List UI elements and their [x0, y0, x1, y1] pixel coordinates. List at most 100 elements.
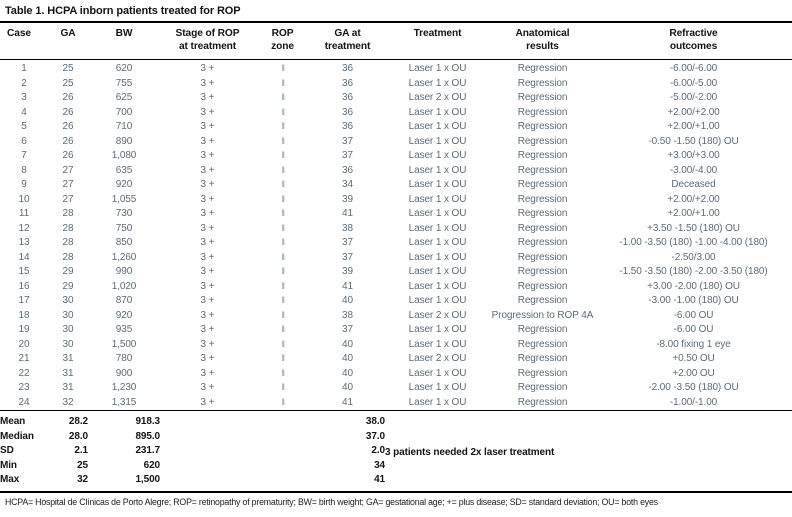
cell-case: 18: [18, 309, 30, 321]
summary-label: Min: [0, 459, 17, 471]
table-row: 16 29 1,020 3 + II 41 Laser 1 x OU Regression +3…: [0, 280, 792, 295]
cell-ga-at-treatment: 39: [342, 266, 353, 277]
cell-anatomical-results: Regression: [517, 121, 568, 132]
cell-ga-at-treatment: 34: [342, 179, 353, 190]
header-label: Refractive: [669, 28, 718, 39]
table-row: 11 28 730 3 + II 41 Laser 1 x OU Regression +2.0…: [0, 207, 792, 222]
cell-anatomical-results: Regression: [517, 222, 568, 234]
cell-stage: 3 +: [200, 280, 215, 292]
cell-case: 4: [21, 106, 27, 118]
cell-ga-at-treatment: 36: [342, 164, 353, 176]
cell-stage: 3 +: [200, 106, 215, 118]
cell-ga-at-treatment: 37: [342, 251, 353, 263]
cell-ga: 27: [62, 164, 74, 176]
cell-ga-at-treatment: 40: [342, 382, 353, 393]
cell-treatment: Laser 1 x OU: [408, 266, 467, 277]
table-row: 4 26 700 3 + II 36 Laser 1 x OU Regression +2.00…: [0, 106, 792, 121]
summary-stage-empty: [160, 473, 255, 492]
column-header-refractive-outcomes: Refractive outcomes: [595, 22, 792, 60]
cell-ga: 26: [62, 135, 74, 147]
cell-ga: 28: [62, 208, 74, 219]
cell-zone: II: [281, 222, 285, 234]
cell-stage: 3 +: [200, 396, 215, 408]
cell-ga-at-treatment: 41: [342, 396, 353, 408]
table-row: 13 28 850 3 + II 37 Laser 1 x OU Regression -1.0…: [0, 236, 792, 251]
cell-ga: 26: [62, 92, 74, 103]
header-label: Treatment: [413, 28, 462, 39]
cell-stage: 3 +: [200, 208, 215, 219]
cell-treatment: Laser 1 x OU: [408, 150, 467, 161]
summary-refractive-empty: [595, 444, 792, 459]
cell-case: 20: [18, 338, 30, 350]
table-row: 17 30 870 3 + II 40 Laser 1 x OU Regression -3.0…: [0, 294, 792, 309]
cell-anatomical-results: Regression: [517, 367, 568, 379]
header-label-line2: results: [526, 41, 559, 52]
cell-treatment: Laser 1 x OU: [408, 324, 467, 335]
cell-case: 11: [18, 208, 30, 219]
cell-case: 10: [18, 193, 30, 205]
summary-ga-value: 28.0: [68, 430, 88, 442]
summary-row: Median 28.0 895.0 37.0: [0, 430, 792, 445]
cell-stage: 3 +: [200, 266, 215, 277]
cell-stage: 3 +: [200, 135, 215, 147]
cell-stage: 3 +: [200, 237, 215, 248]
cell-stage: 3 +: [200, 309, 215, 321]
header-label: BW: [115, 28, 133, 39]
column-header-case: Case: [0, 22, 48, 60]
cell-bw: 870: [115, 295, 133, 306]
cell-case: 8: [21, 164, 27, 176]
cell-ga: 27: [62, 179, 74, 190]
cell-ga-at-treatment: 36: [342, 106, 353, 118]
cell-anatomical-results: Regression: [517, 77, 568, 89]
header-label: ROP: [271, 28, 294, 39]
cell-refractive-outcomes: +2.00/+2.00: [667, 193, 720, 205]
cell-ga: 30: [62, 324, 74, 335]
cell-refractive-outcomes: +3.00/+3.00: [667, 150, 720, 161]
cell-refractive-outcomes: -6.00 OU: [673, 324, 714, 335]
cell-stage: 3 +: [200, 150, 215, 161]
cell-refractive-outcomes: -2.00 -3.50 (180) OU: [648, 382, 739, 393]
cell-ga-at-treatment: 38: [342, 222, 353, 234]
cell-refractive-outcomes: +3.50 -1.50 (180) OU: [647, 222, 740, 234]
cell-bw: 730: [115, 208, 133, 219]
cell-ga-at-treatment: 36: [342, 77, 353, 89]
summary-bw-value: 918.3: [135, 416, 160, 427]
cell-zone: II: [281, 106, 285, 118]
cell-treatment: Laser 1 x OU: [408, 222, 467, 234]
cell-refractive-outcomes: -1.50 -3.50 (180) -2.00 -3.50 (180): [619, 266, 768, 277]
cell-anatomical-results: Regression: [517, 295, 568, 306]
cell-anatomical-results: Regression: [517, 106, 568, 118]
header-label-line2: zone: [271, 41, 294, 52]
cell-anatomical-results: Regression: [517, 92, 568, 103]
cell-treatment: Laser 1 x OU: [408, 396, 467, 408]
cell-anatomical-results: Regression: [517, 396, 568, 408]
cell-bw: 990: [115, 266, 133, 277]
cell-ga-at-treatment: 40: [342, 295, 353, 306]
cell-zone: II: [281, 92, 285, 103]
summary-refractive-empty: [595, 411, 792, 430]
header-row: Case GA BW Stage of ROP at treatment ROP: [0, 22, 792, 60]
cell-zone: II: [281, 382, 285, 393]
cell-anatomical-results: Regression: [517, 324, 568, 335]
cell-anatomical-results: Regression: [517, 382, 568, 393]
summary-ga-at-treatment-value: 38.0: [365, 416, 385, 427]
cell-treatment: Laser 1 x OU: [408, 295, 467, 306]
cell-case: 9: [21, 179, 27, 190]
summary-zone-empty: [255, 473, 310, 492]
table-row: 1 25 620 3 + II 36 Laser 1 x OU Regression -6.00…: [0, 60, 792, 77]
table-row: 8 27 635 3 + II 36 Laser 1 x OU Regression -3.00…: [0, 164, 792, 179]
cell-case: 2: [21, 77, 27, 89]
cell-case: 15: [18, 266, 30, 277]
cell-ga-at-treatment: 37: [342, 150, 353, 161]
cell-refractive-outcomes: -8.00 fixing 1 eye: [656, 338, 731, 350]
cell-bw: 1,315: [111, 396, 137, 408]
cell-treatment: Laser 1 x OU: [408, 106, 467, 118]
cell-bw: 1,260: [111, 251, 137, 263]
table-header: Case GA BW Stage of ROP at treatment ROP: [0, 22, 792, 60]
summary-stage-empty: [160, 430, 255, 445]
cell-zone: II: [281, 309, 285, 321]
table-row: 24 32 1,315 3 + II 41 Laser 1 x OU Regression -1…: [0, 396, 792, 411]
cell-case: 13: [18, 237, 30, 248]
header-label: Anatomical: [515, 28, 570, 39]
